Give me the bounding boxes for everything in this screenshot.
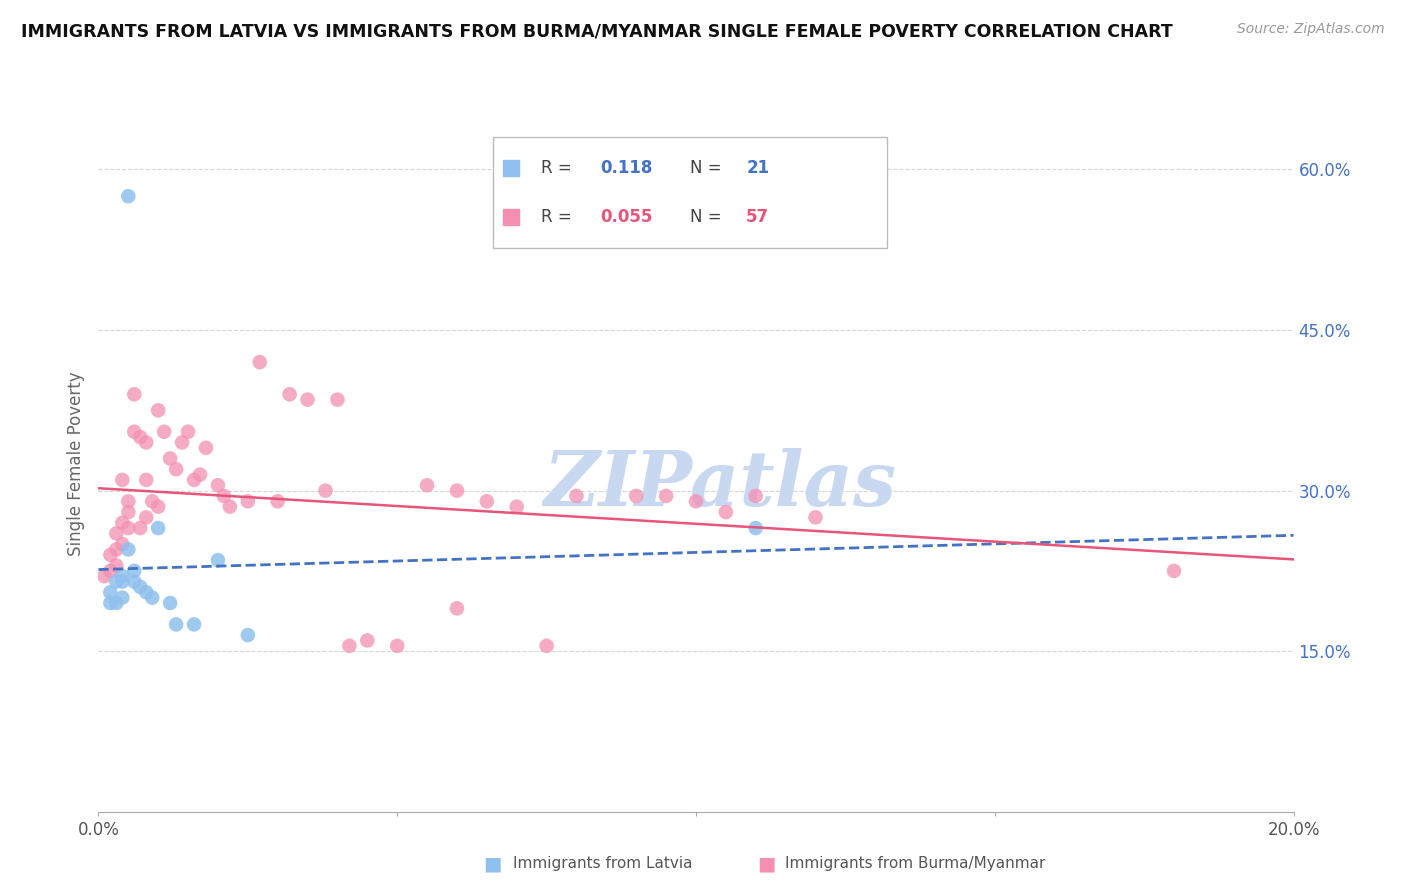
Point	[135, 585, 157, 599]
Text: 0.055: 0.055	[600, 208, 652, 226]
Point	[105, 542, 128, 557]
Point	[117, 505, 139, 519]
Point	[416, 478, 439, 492]
Text: Immigrants from Latvia: Immigrants from Latvia	[513, 856, 693, 871]
Point	[111, 473, 134, 487]
Point	[141, 494, 163, 508]
Point	[315, 483, 337, 498]
Point	[172, 435, 194, 450]
Point	[98, 564, 122, 578]
Point	[212, 489, 235, 503]
Point	[565, 489, 588, 503]
Point	[124, 425, 146, 439]
Point	[111, 537, 134, 551]
Point	[117, 521, 139, 535]
Point	[267, 494, 290, 508]
Point	[177, 425, 200, 439]
Point	[105, 574, 128, 589]
Point	[297, 392, 319, 407]
Point	[111, 516, 134, 530]
Point	[93, 569, 115, 583]
Point	[135, 435, 157, 450]
Point	[714, 505, 737, 519]
Point	[105, 526, 128, 541]
Point	[655, 489, 678, 503]
Text: ZIPatlas: ZIPatlas	[543, 448, 897, 522]
Point	[356, 633, 378, 648]
Point	[624, 489, 647, 503]
Text: N =: N =	[690, 208, 727, 226]
Text: R =: R =	[540, 159, 576, 178]
Text: ■: ■	[482, 854, 502, 873]
Text: 57: 57	[747, 208, 769, 226]
Point	[129, 521, 152, 535]
Point	[124, 574, 146, 589]
FancyBboxPatch shape	[494, 136, 887, 248]
Point	[188, 467, 211, 482]
Point	[141, 591, 163, 605]
Point	[207, 478, 229, 492]
Point	[148, 500, 170, 514]
Point	[236, 494, 259, 508]
Point	[506, 500, 529, 514]
Point	[105, 558, 128, 573]
Point	[159, 451, 181, 466]
Point	[183, 617, 205, 632]
Point	[111, 569, 134, 583]
Point	[446, 601, 468, 615]
Text: IMMIGRANTS FROM LATVIA VS IMMIGRANTS FROM BURMA/MYANMAR SINGLE FEMALE POVERTY CO: IMMIGRANTS FROM LATVIA VS IMMIGRANTS FRO…	[21, 22, 1173, 40]
Text: Immigrants from Burma/Myanmar: Immigrants from Burma/Myanmar	[785, 856, 1045, 871]
Point	[183, 473, 205, 487]
Text: 21: 21	[747, 159, 769, 178]
Point	[124, 387, 146, 401]
Point	[165, 617, 187, 632]
Point	[165, 462, 187, 476]
Point	[105, 596, 128, 610]
Point	[135, 473, 157, 487]
Point	[111, 574, 134, 589]
Point	[117, 494, 139, 508]
Text: ■: ■	[756, 854, 776, 873]
Point	[745, 489, 768, 503]
Point	[536, 639, 558, 653]
Point	[475, 494, 498, 508]
Point	[385, 639, 409, 653]
Point	[117, 189, 139, 203]
Text: R =: R =	[540, 208, 576, 226]
Point	[98, 585, 122, 599]
Point	[236, 628, 259, 642]
Point	[1163, 564, 1185, 578]
Point	[159, 596, 181, 610]
Point	[129, 430, 152, 444]
Point	[129, 580, 152, 594]
Point	[446, 483, 468, 498]
Point	[219, 500, 242, 514]
Point	[153, 425, 176, 439]
Point	[98, 596, 122, 610]
Point	[148, 521, 170, 535]
Text: 0.118: 0.118	[600, 159, 652, 178]
Point	[804, 510, 827, 524]
Point	[117, 542, 139, 557]
Point	[685, 494, 707, 508]
Point	[111, 591, 134, 605]
Y-axis label: Single Female Poverty: Single Female Poverty	[66, 372, 84, 556]
Text: Source: ZipAtlas.com: Source: ZipAtlas.com	[1237, 22, 1385, 37]
Point	[745, 521, 768, 535]
Point	[326, 392, 349, 407]
Point	[249, 355, 271, 369]
Point	[207, 553, 229, 567]
Point	[135, 510, 157, 524]
Point	[98, 548, 122, 562]
Point	[339, 639, 360, 653]
Text: N =: N =	[690, 159, 727, 178]
Point	[194, 441, 218, 455]
Point	[278, 387, 301, 401]
Point	[124, 564, 146, 578]
Point	[148, 403, 170, 417]
